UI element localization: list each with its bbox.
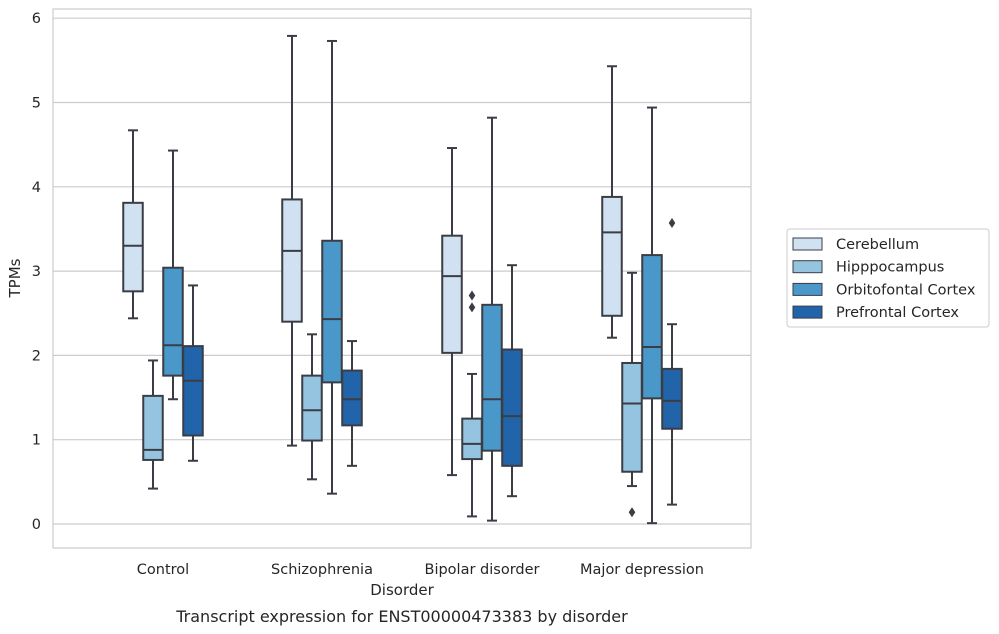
y-axis-ticks: 0 1 2 3 4 5 6 (32, 11, 41, 533)
iqr-box (321, 239, 343, 384)
legend-item: Hipppocampus (792, 260, 944, 276)
box-3-1 (162, 149, 184, 401)
box-1-2 (281, 34, 303, 447)
outlier-point (468, 302, 476, 313)
legend-item: Prefrontal Cortex (792, 305, 959, 321)
x-tick-label: Major depression (580, 562, 704, 578)
box-4-1 (182, 284, 204, 462)
box-3-4 (641, 106, 663, 525)
box-2-1 (142, 359, 164, 490)
legend-label: Prefrontal Cortex (836, 305, 959, 321)
legend-swatch (792, 237, 823, 251)
legend-swatch (792, 305, 823, 319)
box-2-2 (301, 333, 323, 481)
box-4-3 (501, 264, 523, 498)
iqr-box (661, 367, 683, 430)
plot-frame (52, 8, 752, 549)
legend-label: Cerebellum (836, 237, 919, 253)
x-tick-label: Schizophrenia (271, 562, 373, 578)
box-1-1 (122, 129, 144, 320)
legend-item: Orbitofontal Cortex (792, 282, 976, 298)
box-3-3 (481, 116, 503, 522)
iqr-box (301, 374, 323, 442)
legend: Cerebellum Hipppocampus Orbitofontal Corte… (786, 228, 990, 328)
y-tick-label: 3 (32, 264, 41, 280)
legend-swatch (792, 260, 823, 274)
legend-swatch (792, 282, 823, 296)
legend-label: Hipppocampus (836, 260, 944, 276)
y-tick-label: 0 (32, 517, 41, 533)
x-axis-ticks: Control Schizophrenia Bipolar disorder Majo… (137, 562, 704, 578)
y-tick-label: 5 (32, 96, 41, 112)
iqr-box (341, 369, 363, 427)
box-1-3 (441, 147, 463, 477)
iqr-box (621, 361, 643, 473)
legend-label: Orbitofontal Cortex (836, 282, 976, 298)
box-4-4 (661, 218, 683, 506)
x-tick-label: Control (137, 562, 189, 578)
iqr-box (142, 394, 164, 461)
x-axis-title: Disorder (370, 581, 434, 599)
box-elements (122, 34, 683, 525)
iqr-box (441, 234, 463, 354)
iqr-box (281, 198, 303, 323)
box-4-2 (341, 340, 363, 467)
box-1-4 (601, 65, 623, 339)
outlier-point (628, 507, 636, 518)
y-axis-title: TPMs (6, 258, 24, 298)
iqr-box (461, 417, 483, 461)
outlier-point (468, 290, 476, 301)
y-tick-label: 1 (32, 433, 41, 449)
x-tick-label: Bipolar disorder (425, 562, 540, 578)
y-tick-label: 6 (32, 11, 41, 27)
iqr-box (481, 303, 503, 452)
iqr-box (182, 345, 204, 437)
iqr-box (641, 254, 663, 400)
legend-item: Cerebellum (792, 237, 919, 253)
legend-frame (786, 228, 990, 328)
box-2-4 (621, 271, 643, 518)
iqr-box (501, 348, 523, 467)
iqr-box (162, 266, 184, 377)
outlier-point (668, 218, 676, 229)
iqr-box (122, 201, 144, 293)
chart-caption: Transcript expression for ENST0000047338… (175, 607, 628, 626)
box-3-2 (321, 39, 343, 495)
y-tick-label: 4 (32, 180, 41, 196)
iqr-box (601, 195, 623, 317)
y-tick-label: 2 (32, 348, 41, 364)
